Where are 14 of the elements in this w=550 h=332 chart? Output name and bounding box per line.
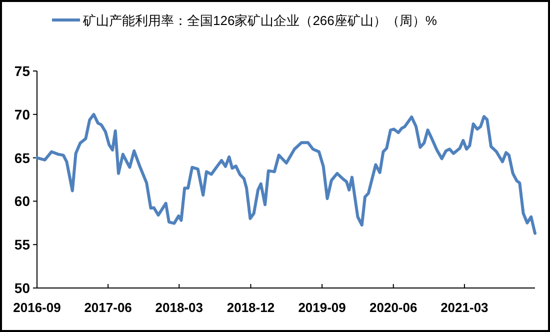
xtick-label: 2016-09: [13, 300, 61, 315]
xtick-label: 2018-12: [226, 300, 275, 315]
ytick-label: 50: [14, 280, 30, 296]
ytick-label: 60: [14, 193, 30, 210]
xtick-label: 2017-06: [84, 300, 132, 315]
ytick-label: 70: [14, 106, 30, 122]
xtick-label: 2021-03: [440, 300, 488, 315]
ytick-label: 55: [14, 236, 30, 253]
xtick-label: 2019-09: [298, 300, 346, 315]
legend-label: 矿山产能利用率：全国126家矿山企业（266座矿山）（周）%: [83, 13, 437, 28]
ytick-label: 75: [14, 63, 30, 79]
xtick-label: 2020-06: [370, 300, 418, 315]
xtick-label: 2018-03: [155, 300, 203, 315]
ytick-label: 65: [14, 150, 30, 166]
